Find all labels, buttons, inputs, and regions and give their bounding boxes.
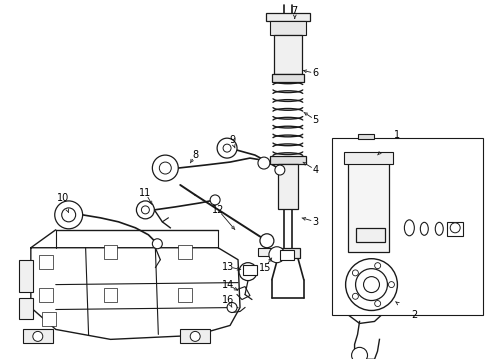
Circle shape [33, 332, 43, 341]
Circle shape [41, 257, 51, 267]
Text: 4: 4 [313, 165, 319, 175]
Circle shape [190, 332, 200, 341]
Bar [42, 312, 56, 327]
Text: 13: 13 [222, 262, 234, 272]
Circle shape [260, 234, 274, 248]
Bar [243, 265, 257, 275]
Bar [274, 35, 302, 75]
Circle shape [41, 289, 51, 300]
Bar [280, 250, 294, 260]
Circle shape [375, 263, 381, 269]
Text: 1: 1 [394, 130, 400, 140]
Circle shape [159, 162, 171, 174]
Circle shape [142, 206, 149, 214]
Text: 16: 16 [222, 294, 234, 305]
Bar [270, 21, 306, 35]
Circle shape [356, 269, 388, 301]
Text: 9: 9 [229, 135, 235, 145]
Circle shape [105, 289, 116, 300]
Bar [358, 134, 373, 139]
Bar [19, 260, 33, 292]
Circle shape [223, 144, 231, 152]
Ellipse shape [435, 222, 443, 235]
Circle shape [217, 138, 237, 158]
Circle shape [44, 315, 54, 324]
Text: 10: 10 [56, 193, 69, 203]
Text: 11: 11 [139, 188, 151, 198]
Text: 12: 12 [212, 205, 224, 215]
Bar [180, 329, 210, 343]
Circle shape [389, 282, 394, 288]
Bar [278, 164, 298, 209]
Circle shape [450, 223, 460, 233]
Bar [332, 138, 483, 315]
Bar [447, 222, 463, 236]
Bar [103, 288, 118, 302]
Circle shape [180, 247, 190, 257]
Text: 14: 14 [222, 280, 234, 289]
Bar [343, 152, 393, 164]
Bar [178, 288, 192, 302]
Bar [270, 156, 306, 164]
Text: 8: 8 [192, 150, 198, 160]
Text: 5: 5 [313, 115, 319, 125]
Circle shape [258, 157, 270, 169]
Bar [276, 248, 300, 258]
Bar [258, 248, 276, 256]
Circle shape [269, 247, 285, 263]
Circle shape [62, 208, 75, 222]
Bar [347, 162, 390, 252]
Circle shape [152, 239, 162, 249]
Circle shape [136, 201, 154, 219]
Bar [266, 13, 310, 21]
Circle shape [55, 201, 83, 229]
Circle shape [345, 259, 397, 310]
Circle shape [352, 347, 368, 360]
Bar [39, 288, 53, 302]
Text: 6: 6 [313, 68, 319, 78]
Bar [19, 298, 33, 319]
Circle shape [210, 195, 220, 205]
Text: 7: 7 [292, 6, 298, 15]
Bar [356, 228, 386, 242]
Text: 2: 2 [411, 310, 417, 320]
Circle shape [275, 165, 285, 175]
Text: 15: 15 [259, 263, 271, 273]
Circle shape [105, 247, 116, 257]
Text: 3: 3 [313, 217, 319, 227]
Circle shape [180, 289, 190, 300]
Circle shape [239, 263, 257, 280]
Ellipse shape [420, 222, 428, 235]
Bar [272, 75, 304, 82]
Circle shape [352, 293, 358, 299]
Bar [23, 329, 53, 343]
Circle shape [352, 270, 358, 276]
Bar [103, 245, 118, 259]
Circle shape [364, 276, 379, 293]
Bar [178, 245, 192, 259]
Circle shape [152, 155, 178, 181]
Circle shape [227, 302, 237, 312]
Ellipse shape [404, 220, 415, 236]
Bar [39, 255, 53, 269]
Circle shape [375, 301, 381, 306]
